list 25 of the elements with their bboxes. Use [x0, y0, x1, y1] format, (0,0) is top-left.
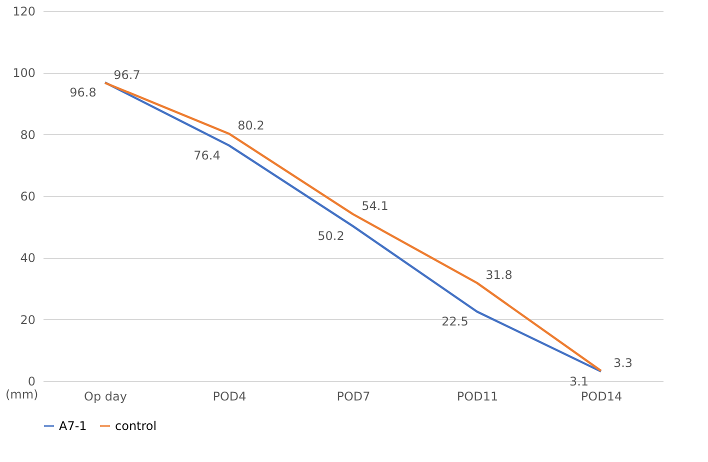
data-label: 22.5 [442, 314, 468, 329]
data-label: 76.4 [194, 148, 220, 162]
x-tick-label: POD11 [456, 390, 498, 404]
x-tick-label: POD14 [580, 390, 622, 404]
y-tick-label: 40 [20, 251, 36, 266]
data-label: 3.1 [569, 374, 589, 388]
legend-label: A7-1 [59, 419, 87, 433]
x-tick-label: POD7 [336, 390, 370, 404]
y-tick-label: 100 [12, 66, 36, 80]
y-tick-label: 20 [20, 312, 36, 327]
data-label: 3.3 [613, 356, 633, 370]
x-tick-label: Op day [84, 390, 127, 404]
data-label: 50.2 [318, 229, 344, 244]
legend-label: control [115, 419, 157, 433]
data-label: 54.1 [362, 199, 388, 214]
y-tick-label: 60 [20, 190, 36, 204]
y-tick-label: 0 [28, 374, 36, 388]
y-axis-title: (mm) [6, 388, 38, 402]
y-tick-label: 120 [12, 4, 36, 18]
x-tick-label: POD4 [212, 390, 246, 404]
data-label: 96.7 [114, 68, 140, 82]
data-label: 31.8 [486, 268, 512, 282]
data-label: 80.2 [238, 118, 264, 133]
data-label: 96.8 [70, 86, 96, 100]
y-tick-label: 80 [20, 128, 36, 142]
